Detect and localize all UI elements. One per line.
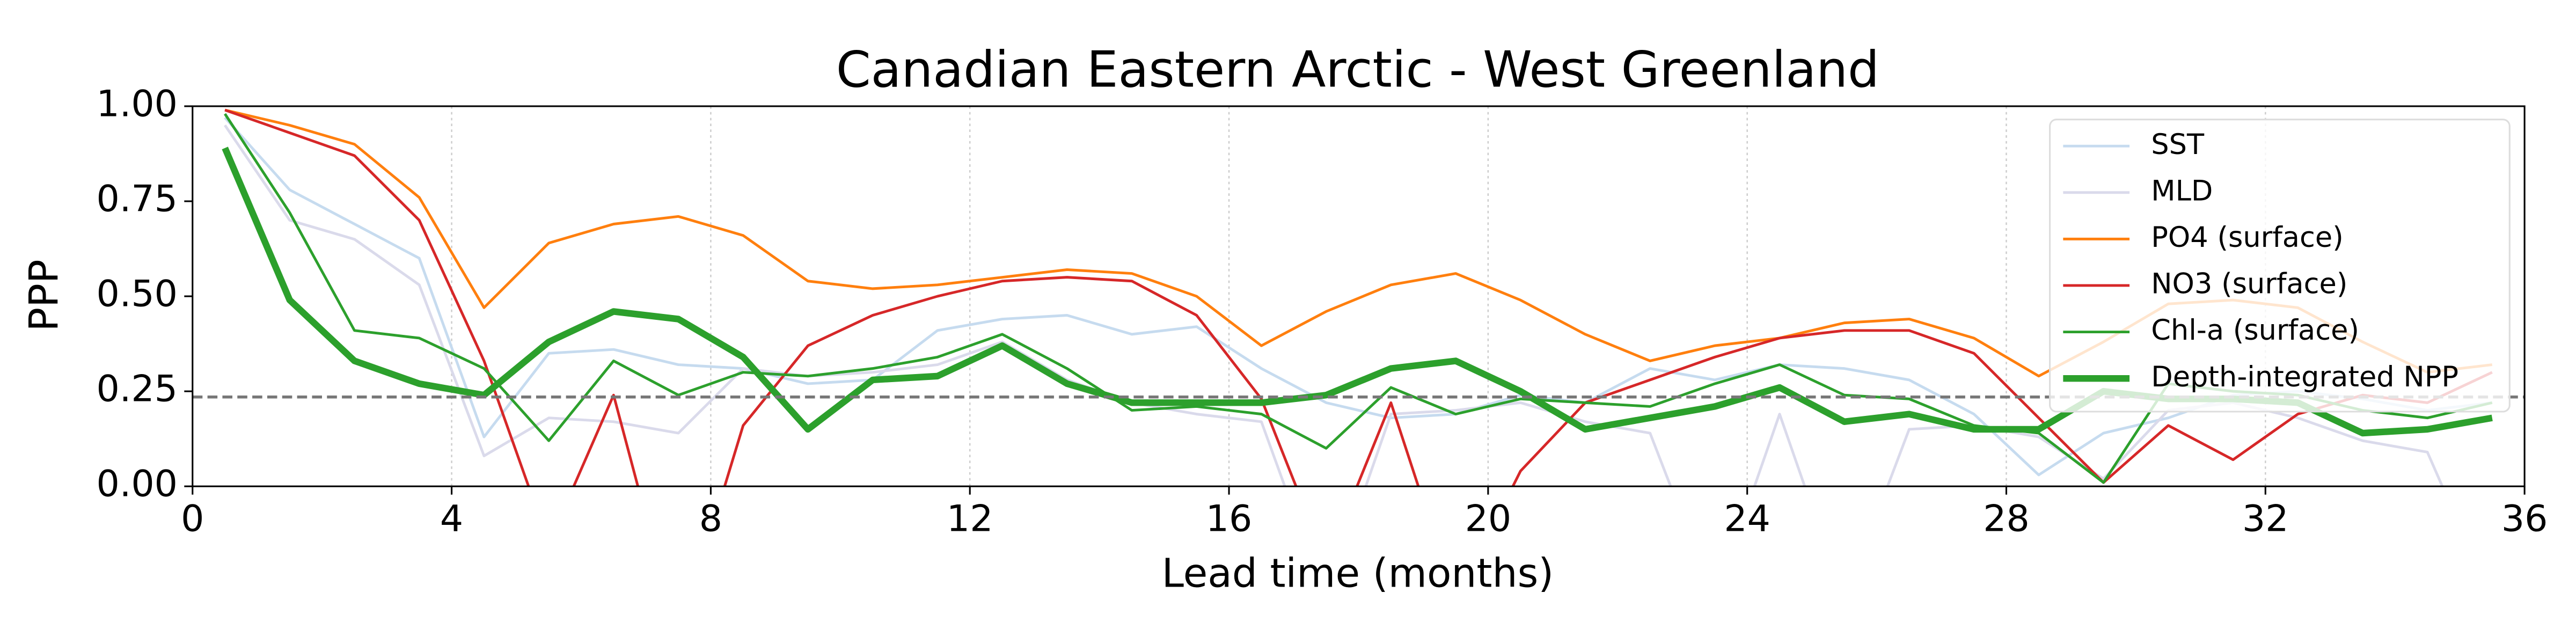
legend-box (2049, 119, 2511, 413)
y-tick-label: 0.00 (96, 463, 177, 506)
series-line (224, 116, 2493, 477)
x-tick-label: 16 (1206, 498, 1253, 540)
x-tick-label: 32 (2242, 498, 2289, 540)
x-tick-label: 20 (1465, 498, 1512, 540)
legend-label: PO4 (surface) (2151, 221, 2343, 254)
plot-frame (192, 105, 2526, 487)
legend-label: NO3 (surface) (2151, 268, 2347, 301)
y-tick-label: 0.25 (96, 368, 177, 411)
legend-label: Depth-integrated NPP (2151, 361, 2458, 393)
legend-label: SST (2151, 128, 2205, 161)
x-tick-label: 4 (440, 498, 463, 540)
x-tick-label: 0 (181, 498, 204, 540)
x-tick-label: 36 (2501, 498, 2548, 540)
y-tick-label: 1.00 (96, 83, 177, 125)
x-tick-label: 28 (1983, 498, 2030, 540)
chart-title: Canadian Eastern Arctic - West Greenland (836, 40, 1879, 98)
x-axis-label: Lead time (months) (1162, 550, 1554, 597)
series-line (224, 108, 2493, 487)
legend-label: MLD (2151, 174, 2213, 207)
series-line (224, 113, 2493, 484)
y-tick-label: 0.50 (96, 273, 177, 316)
y-axis-label: PPP (20, 259, 67, 331)
x-tick-label: 24 (1724, 498, 1770, 540)
y-tick-label: 0.75 (96, 178, 177, 221)
x-tick-label: 8 (699, 498, 722, 540)
x-tick-label: 12 (947, 498, 993, 540)
legend-label: Chl-a (surface) (2151, 314, 2359, 347)
